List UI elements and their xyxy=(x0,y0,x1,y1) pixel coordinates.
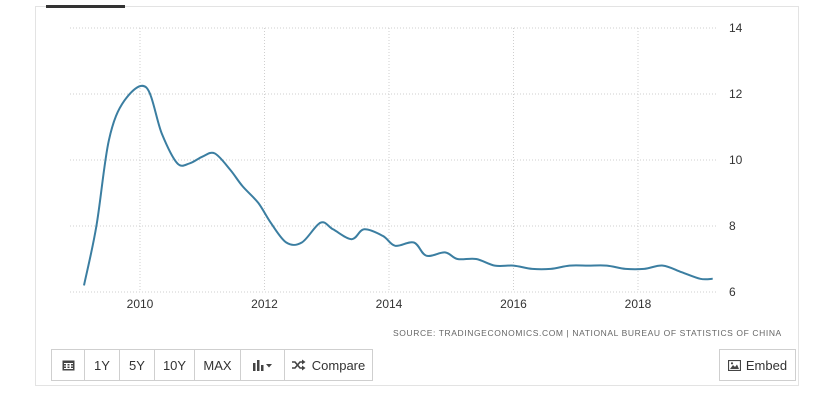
shuffle-icon xyxy=(291,359,306,371)
data-point xyxy=(285,242,287,244)
data-point xyxy=(214,152,216,154)
data-point xyxy=(662,265,664,267)
data-point xyxy=(189,162,191,164)
y-tick-label: 8 xyxy=(729,219,736,233)
data-point xyxy=(425,255,427,257)
x-tick-label: 2014 xyxy=(376,297,403,311)
data-point xyxy=(494,265,496,267)
data-point xyxy=(229,169,231,171)
x-tick-label: 2016 xyxy=(500,297,527,311)
x-axis-ticks: 2010 2012 2014 2016 2018 xyxy=(127,297,652,311)
range-10y-button[interactable]: 10Y xyxy=(155,350,195,380)
data-point xyxy=(161,133,163,135)
y-tick-label: 10 xyxy=(729,153,743,167)
line-chart: 2010 2012 2014 2016 2018 6 8 10 12 14 xyxy=(70,21,743,311)
data-point xyxy=(123,100,125,102)
data-point xyxy=(301,242,303,244)
data-point xyxy=(550,268,552,270)
data-point xyxy=(606,265,608,267)
range-max-button[interactable]: MAX xyxy=(195,350,241,380)
x-tick-label: 2010 xyxy=(127,297,154,311)
series-line xyxy=(83,84,713,286)
chart-toolbar: 1Y 5Y 10Y MAX Compare xyxy=(51,349,373,381)
y-tick-label: 6 xyxy=(729,285,736,299)
data-point xyxy=(712,278,714,280)
source-note: SOURCE: TRADINGECONOMICS.COM | NATIONAL … xyxy=(393,328,782,338)
calendar-icon xyxy=(62,359,75,371)
y-tick-label: 12 xyxy=(729,87,743,101)
data-point xyxy=(444,251,446,253)
data-point xyxy=(176,162,178,164)
data-point xyxy=(643,268,645,270)
embed-button[interactable]: Embed xyxy=(719,349,796,381)
data-point xyxy=(699,278,701,280)
data-point xyxy=(201,156,203,158)
image-icon xyxy=(727,359,741,371)
data-point xyxy=(363,228,365,230)
data-point xyxy=(145,86,147,88)
data-point xyxy=(681,271,683,273)
data-point xyxy=(475,258,477,260)
range-1y-button[interactable]: 1Y xyxy=(85,350,120,380)
data-point xyxy=(320,222,322,224)
data-point xyxy=(242,185,244,187)
data-point xyxy=(587,265,589,267)
data-point xyxy=(95,225,97,227)
grid-lines xyxy=(70,27,717,293)
bar-chart-icon xyxy=(252,359,273,371)
data-point xyxy=(456,258,458,260)
active-tab-indicator xyxy=(46,5,125,8)
data-point xyxy=(332,228,334,230)
calendar-button[interactable] xyxy=(52,350,85,380)
data-point xyxy=(83,284,85,286)
data-point xyxy=(270,222,272,224)
data-point xyxy=(394,245,396,247)
data-point xyxy=(108,139,110,141)
y-axis-ticks: 6 8 10 12 14 xyxy=(729,21,743,299)
data-point xyxy=(413,242,415,244)
data-point xyxy=(351,238,353,240)
compare-label: Compare xyxy=(311,357,366,373)
data-point xyxy=(382,235,384,237)
data-point xyxy=(257,202,259,204)
series-layer xyxy=(83,84,714,286)
data-point xyxy=(531,268,533,270)
data-point xyxy=(569,265,571,267)
y-tick-label: 14 xyxy=(729,21,743,35)
compare-button[interactable]: Compare xyxy=(285,350,372,380)
chart-type-button[interactable] xyxy=(241,350,285,380)
data-point xyxy=(513,265,515,267)
data-point xyxy=(625,268,627,270)
embed-label: Embed xyxy=(745,357,788,373)
range-5y-button[interactable]: 5Y xyxy=(120,350,155,380)
chart-frame xyxy=(35,6,799,386)
x-tick-label: 2018 xyxy=(625,297,652,311)
x-tick-label: 2012 xyxy=(251,297,278,311)
